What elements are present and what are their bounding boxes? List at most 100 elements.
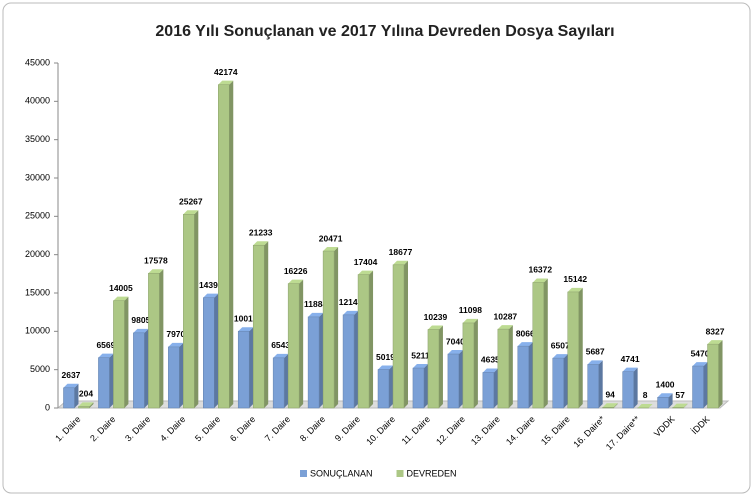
y-tick-label: 45000 [25,57,50,67]
bar-top [133,328,149,333]
value-label: 10239 [424,312,448,322]
y-tick-label: 0 [45,402,50,412]
bar-top [412,364,428,369]
bar [622,371,634,409]
bar [272,357,285,409]
bar [183,214,195,409]
bar [98,357,110,409]
bar [497,328,510,409]
bar [63,387,75,409]
value-label: 17404 [354,257,378,267]
value-label: 7970 [166,329,185,339]
bar-top [343,310,359,315]
bar [203,297,215,409]
value-label: 2637 [62,370,81,380]
bar-side [683,403,688,408]
bar-top [447,350,463,355]
value-label: 8066 [516,328,535,338]
bar-top [462,318,478,323]
bar-top [622,367,638,372]
bar-side [578,287,583,408]
value-label: 25267 [179,197,203,207]
bar [462,322,475,409]
value-label: 1400 [656,380,675,390]
bar-side [648,403,653,408]
bar-side [264,241,269,408]
bar-side [109,353,114,408]
y-tick-label: 30000 [25,172,50,182]
value-label: 4741 [621,354,640,364]
value-label: 14005 [109,283,133,293]
bar-top [273,353,289,358]
bar-side [89,402,94,408]
bar [412,367,425,409]
legend-swatch [300,470,307,477]
value-label: 5470 [691,348,710,358]
bar-top [602,403,618,408]
bar-side [369,270,374,408]
bar-top [203,293,219,298]
value-label: 5211 [411,350,430,360]
bar-side [299,279,304,408]
bar-side [633,367,638,408]
bar-side [438,325,443,408]
bar-side [718,340,723,408]
value-label: 5019 [376,352,395,362]
value-label: 12149 [339,297,363,307]
value-label: 16226 [284,266,308,276]
bar-top [427,325,443,330]
bar [587,364,599,409]
value-label: 11884 [304,299,327,309]
bar-top [238,327,254,332]
value-label: 10287 [494,311,518,321]
bar-side [458,350,463,408]
bar-side [124,296,129,408]
value-label: 8 [643,390,648,400]
bar-top [218,80,234,85]
bar [218,84,230,409]
value-label: 8327 [706,326,725,336]
value-label: 42174 [214,67,238,77]
bar-top [148,269,164,274]
bar-side [354,310,359,408]
bar-top [707,340,723,345]
y-tick-label: 20000 [25,249,50,259]
value-label: 17578 [144,255,168,265]
bar-top [393,260,408,265]
bar-top [517,342,533,347]
bar-side [598,360,603,408]
bar-top [587,360,603,365]
bar-top [497,325,513,330]
bar-top [168,342,184,347]
bar-top [378,365,393,370]
y-tick-label: 15000 [25,287,50,297]
value-label: 10017 [234,313,258,323]
bar-top [567,287,583,292]
bar [148,272,160,409]
bar-side [404,260,408,408]
bar [517,345,530,409]
bar [307,316,320,409]
bar [482,372,495,409]
bar [692,365,704,409]
bar-top [78,402,94,407]
bar [357,274,370,409]
value-label: 94 [605,390,615,400]
value-label: 14391 [199,280,223,290]
bar-top [183,210,199,215]
bar-side [334,247,339,408]
bar-top [552,354,568,359]
bar [113,300,125,409]
bar-side [179,342,184,408]
bar-side [563,354,568,408]
value-label: 4635 [481,355,500,365]
bar-top [637,403,653,408]
value-label: 204 [79,389,93,399]
bar-side [319,312,324,408]
bar [168,346,180,409]
bar [287,283,300,409]
bar [78,406,90,409]
bar-top [98,353,114,358]
